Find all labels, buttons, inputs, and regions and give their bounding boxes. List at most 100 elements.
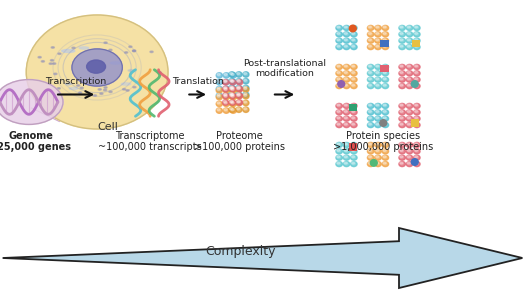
- Ellipse shape: [230, 80, 234, 82]
- Ellipse shape: [406, 71, 413, 76]
- Ellipse shape: [411, 159, 418, 165]
- Ellipse shape: [351, 71, 357, 76]
- Text: Genome
~25,000 genes: Genome ~25,000 genes: [0, 130, 71, 152]
- Ellipse shape: [414, 103, 420, 109]
- Ellipse shape: [351, 83, 357, 88]
- Ellipse shape: [337, 156, 340, 158]
- Ellipse shape: [368, 117, 372, 119]
- Ellipse shape: [236, 100, 243, 105]
- Ellipse shape: [337, 162, 340, 164]
- Ellipse shape: [124, 52, 128, 53]
- Ellipse shape: [216, 108, 223, 113]
- Ellipse shape: [216, 88, 223, 93]
- Ellipse shape: [231, 80, 234, 82]
- Ellipse shape: [231, 88, 234, 90]
- Ellipse shape: [383, 104, 386, 106]
- Ellipse shape: [337, 71, 340, 74]
- Ellipse shape: [98, 88, 101, 90]
- Ellipse shape: [414, 39, 418, 41]
- Ellipse shape: [399, 71, 405, 76]
- Ellipse shape: [351, 77, 357, 82]
- Ellipse shape: [407, 123, 411, 125]
- Ellipse shape: [382, 26, 388, 31]
- FancyBboxPatch shape: [380, 64, 388, 72]
- Ellipse shape: [337, 123, 340, 125]
- Ellipse shape: [382, 116, 388, 121]
- Ellipse shape: [231, 102, 234, 104]
- Ellipse shape: [414, 155, 420, 160]
- Ellipse shape: [414, 45, 418, 47]
- Ellipse shape: [351, 143, 355, 145]
- Ellipse shape: [351, 71, 355, 74]
- Ellipse shape: [337, 45, 340, 47]
- Ellipse shape: [400, 110, 403, 112]
- Ellipse shape: [121, 83, 131, 85]
- Ellipse shape: [375, 155, 381, 160]
- Ellipse shape: [400, 78, 403, 80]
- Ellipse shape: [414, 116, 420, 121]
- Ellipse shape: [236, 94, 242, 99]
- Ellipse shape: [237, 87, 240, 89]
- Ellipse shape: [58, 53, 61, 55]
- Ellipse shape: [382, 103, 388, 109]
- Ellipse shape: [343, 71, 350, 76]
- Ellipse shape: [66, 83, 71, 85]
- Ellipse shape: [230, 73, 236, 78]
- Ellipse shape: [229, 93, 233, 95]
- Ellipse shape: [72, 47, 75, 49]
- Ellipse shape: [223, 94, 226, 96]
- Ellipse shape: [224, 94, 227, 96]
- Ellipse shape: [399, 32, 405, 37]
- Ellipse shape: [406, 149, 413, 154]
- Ellipse shape: [229, 87, 233, 89]
- Ellipse shape: [336, 110, 342, 115]
- Ellipse shape: [368, 149, 372, 152]
- Ellipse shape: [217, 95, 220, 97]
- Ellipse shape: [375, 104, 379, 106]
- Ellipse shape: [132, 50, 135, 52]
- Ellipse shape: [337, 117, 340, 119]
- Ellipse shape: [351, 110, 355, 112]
- Ellipse shape: [400, 32, 403, 34]
- Ellipse shape: [382, 32, 388, 37]
- Ellipse shape: [336, 116, 342, 121]
- Ellipse shape: [229, 92, 235, 98]
- Ellipse shape: [336, 32, 342, 37]
- Ellipse shape: [343, 44, 350, 50]
- Ellipse shape: [230, 93, 236, 98]
- Ellipse shape: [368, 83, 374, 88]
- Ellipse shape: [414, 149, 418, 152]
- Ellipse shape: [399, 155, 405, 160]
- Ellipse shape: [230, 94, 236, 100]
- Ellipse shape: [237, 87, 240, 89]
- Ellipse shape: [344, 143, 348, 145]
- Ellipse shape: [336, 71, 342, 76]
- Ellipse shape: [375, 122, 381, 128]
- Ellipse shape: [351, 116, 357, 121]
- Ellipse shape: [336, 83, 342, 88]
- Ellipse shape: [399, 26, 405, 31]
- Ellipse shape: [368, 71, 372, 74]
- Ellipse shape: [224, 80, 227, 82]
- Ellipse shape: [383, 149, 386, 152]
- Ellipse shape: [230, 94, 234, 96]
- Ellipse shape: [217, 87, 220, 89]
- Ellipse shape: [216, 86, 223, 92]
- Ellipse shape: [51, 47, 55, 48]
- Ellipse shape: [414, 117, 418, 119]
- Ellipse shape: [343, 116, 350, 121]
- Ellipse shape: [414, 142, 420, 148]
- Ellipse shape: [223, 86, 229, 92]
- Ellipse shape: [229, 101, 233, 103]
- Ellipse shape: [351, 64, 357, 70]
- Ellipse shape: [407, 110, 411, 112]
- Ellipse shape: [382, 64, 388, 70]
- Ellipse shape: [368, 64, 374, 70]
- Ellipse shape: [336, 155, 342, 160]
- Ellipse shape: [336, 38, 342, 43]
- Ellipse shape: [229, 72, 235, 77]
- Ellipse shape: [351, 161, 357, 166]
- Ellipse shape: [104, 87, 107, 88]
- Ellipse shape: [406, 32, 413, 37]
- Ellipse shape: [375, 149, 379, 152]
